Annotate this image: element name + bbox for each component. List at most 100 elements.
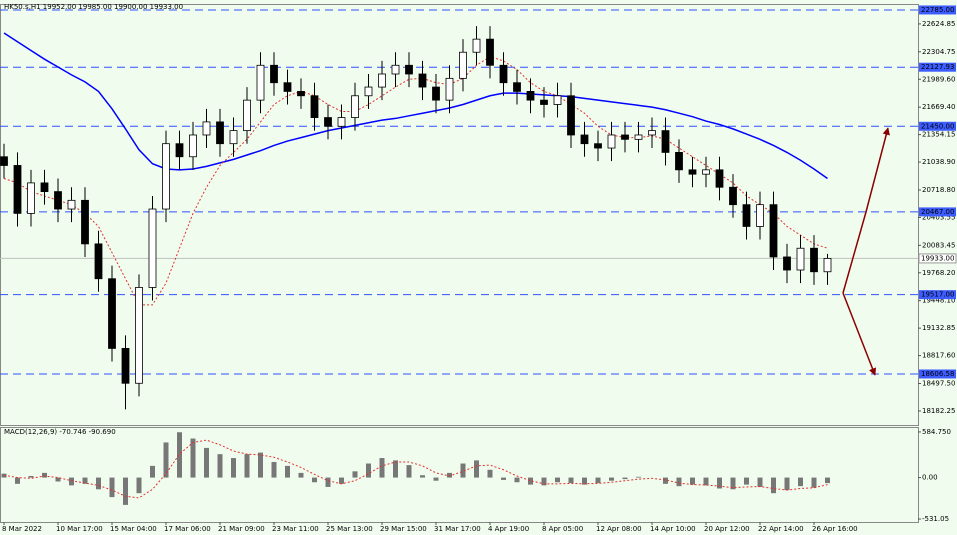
candle-body bbox=[135, 287, 143, 384]
macd-header: MACD(12,26,9) -70.746 -90.690 bbox=[4, 428, 116, 436]
level-label-box bbox=[919, 290, 956, 300]
x-tick-label: 20 Apr 12:00 bbox=[704, 525, 750, 533]
y-tick-label: 19768.20 bbox=[922, 269, 955, 277]
moving-average bbox=[3, 32, 828, 180]
candle-body bbox=[175, 143, 184, 158]
y-tick-label: 19448.10 bbox=[922, 297, 955, 305]
candle-body bbox=[297, 91, 305, 97]
candle-body bbox=[243, 99, 251, 132]
candle-body bbox=[472, 38, 481, 53]
candle-body bbox=[567, 95, 575, 136]
y-tick-label: 584.750 bbox=[922, 428, 951, 436]
candle-body bbox=[351, 95, 359, 118]
y-tick-label: 20403.55 bbox=[922, 213, 955, 221]
y-tick-label: 18497.50 bbox=[922, 379, 955, 387]
candle-body bbox=[810, 247, 818, 273]
y-tick-label: 20083.45 bbox=[922, 241, 955, 249]
level-label-box bbox=[919, 369, 956, 379]
candle-body bbox=[229, 130, 238, 145]
y-tick-label: -531.05 bbox=[922, 515, 949, 523]
candle-body bbox=[729, 186, 737, 206]
candle-body bbox=[270, 64, 278, 84]
candle-body bbox=[256, 64, 265, 101]
level-label: 22127.93 bbox=[921, 63, 954, 71]
y-tick-label: 21669.40 bbox=[922, 103, 955, 111]
candle-body bbox=[13, 165, 22, 214]
candle-body bbox=[499, 64, 508, 84]
candle-body bbox=[324, 117, 332, 127]
candle-body bbox=[121, 348, 130, 384]
candle-body bbox=[378, 73, 386, 88]
candle-body bbox=[648, 130, 656, 136]
moving-average bbox=[3, 56, 828, 306]
candle-body bbox=[823, 258, 832, 273]
x-tick-label: 8 Apr 05:00 bbox=[542, 525, 583, 533]
x-tick-label: 21 Mar 09:00 bbox=[218, 525, 265, 533]
candle-body bbox=[391, 64, 400, 75]
y-tick-label: 0.00 bbox=[922, 474, 938, 482]
candle-body bbox=[594, 143, 602, 149]
x-tick-label: 10 Mar 17:00 bbox=[56, 525, 103, 533]
y-tick-label: 21989.60 bbox=[922, 75, 955, 83]
x-tick-label: 22 Apr 14:00 bbox=[758, 525, 804, 533]
candle-body bbox=[621, 134, 629, 140]
candle-body bbox=[364, 86, 373, 97]
candle-body bbox=[27, 182, 35, 214]
candle-body bbox=[526, 91, 535, 101]
candle-body bbox=[580, 134, 589, 145]
candle-body bbox=[459, 51, 467, 79]
candle-body bbox=[418, 73, 427, 88]
candle-body bbox=[81, 199, 89, 245]
level-label: 22785.00 bbox=[921, 6, 954, 14]
level-label-box bbox=[919, 62, 956, 72]
x-tick-label: 8 Mar 2022 bbox=[2, 525, 42, 533]
candle-body bbox=[715, 169, 724, 188]
signal-line bbox=[3, 439, 828, 499]
candle-body bbox=[67, 199, 76, 210]
candle-body bbox=[702, 169, 710, 175]
y-tick-label: 22304.75 bbox=[922, 48, 955, 56]
candle-body bbox=[405, 64, 413, 75]
price-header: HK50.s,H1 19952.00 19985.00 19900.00 199… bbox=[4, 3, 183, 11]
candle-body bbox=[540, 99, 548, 105]
x-tick-label: 25 Mar 13:00 bbox=[326, 525, 373, 533]
y-tick-label: 20718.80 bbox=[922, 186, 955, 194]
candle-body bbox=[283, 82, 292, 92]
x-tick-label: 23 Mar 11:00 bbox=[272, 525, 319, 533]
x-tick-label: 31 Mar 17:00 bbox=[434, 525, 481, 533]
y-tick-label: 18817.60 bbox=[922, 352, 955, 360]
level-label-box bbox=[919, 121, 956, 131]
arrow-up bbox=[842, 127, 890, 294]
x-tick-label: 12 Apr 08:00 bbox=[596, 525, 642, 533]
x-tick-label: 29 Mar 15:00 bbox=[380, 525, 427, 533]
candle-body bbox=[783, 256, 791, 271]
x-tick-label: 4 Apr 19:00 bbox=[488, 525, 529, 533]
candle-body bbox=[513, 82, 521, 92]
macd-panel-frame bbox=[0, 427, 919, 523]
candle-body bbox=[162, 143, 170, 210]
candle-body bbox=[661, 130, 670, 153]
y-tick-label: 22624.85 bbox=[922, 20, 955, 28]
candle-body bbox=[94, 243, 103, 280]
projection-arrows bbox=[842, 127, 890, 376]
level-label-box bbox=[919, 5, 956, 15]
y-tick-label: 18182.25 bbox=[922, 407, 955, 415]
candle-body bbox=[688, 169, 697, 175]
arrow-down bbox=[842, 292, 877, 376]
candle-body bbox=[756, 204, 764, 227]
x-tick-label: 17 Mar 06:00 bbox=[164, 525, 211, 533]
candle-body bbox=[0, 156, 8, 166]
x-tick-label: 14 Apr 10:00 bbox=[650, 525, 696, 533]
candle-body bbox=[742, 204, 751, 227]
candle-body bbox=[216, 121, 224, 145]
level-label-box bbox=[919, 207, 956, 217]
x-tick-label: 15 Mar 04:00 bbox=[110, 525, 157, 533]
y-tick-label: 21038.90 bbox=[922, 158, 955, 166]
candle-body bbox=[310, 95, 319, 118]
level-label: 20467.00 bbox=[921, 208, 954, 216]
y-tick-label: 21354.15 bbox=[922, 131, 955, 139]
candle-body bbox=[432, 86, 440, 101]
level-label: 21450.00 bbox=[921, 122, 954, 130]
candle-body bbox=[148, 208, 157, 288]
